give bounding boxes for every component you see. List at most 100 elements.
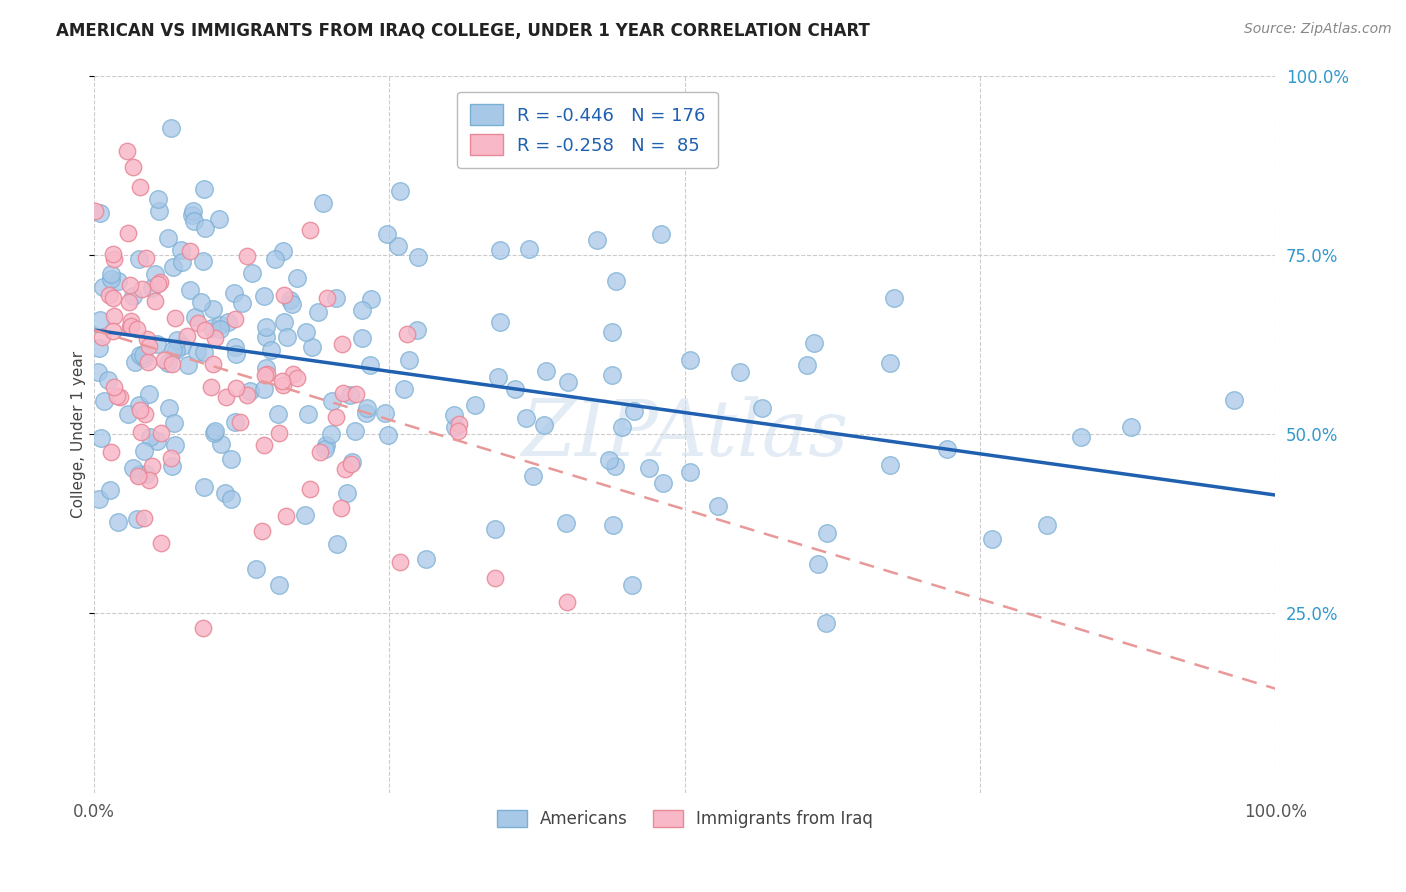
Point (375, 227, 398, 241)
Point (612, 419, 634, 434)
Point (127, 469, 149, 483)
Point (121, 288, 143, 302)
Point (118, 278, 141, 293)
Point (204, 331, 226, 345)
Point (803, 335, 825, 350)
Point (879, 356, 901, 370)
Point (128, 403, 150, 417)
Point (157, 401, 180, 415)
Point (1070, 430, 1092, 444)
Point (728, 365, 751, 379)
Point (103, 247, 125, 261)
Point (146, 336, 169, 351)
Point (339, 387, 361, 401)
Point (204, 424, 226, 438)
Point (128, 348, 150, 362)
Point (90, 431, 112, 445)
Point (254, 320, 277, 334)
Point (332, 385, 354, 400)
Point (124, 355, 146, 369)
Point (170, 339, 193, 353)
Point (190, 295, 212, 310)
Point (260, 343, 283, 357)
Point (273, 315, 295, 329)
Point (162, 343, 184, 358)
Point (163, 311, 186, 326)
Point (598, 453, 620, 467)
Point (183, 310, 205, 324)
Point (443, 408, 465, 422)
Point (170, 244, 193, 258)
Point (273, 288, 295, 302)
Point (97, 373, 120, 387)
Text: AMERICAN VS IMMIGRANTS FROM IRAQ COLLEGE, UNDER 1 YEAR CORRELATION CHART: AMERICAN VS IMMIGRANTS FROM IRAQ COLLEGE… (56, 22, 870, 40)
Point (143, 267, 166, 281)
Point (252, 288, 274, 302)
Point (340, 457, 363, 471)
Point (101, 291, 124, 305)
Point (651, 476, 673, 491)
Point (152, 353, 174, 368)
Point (98, 483, 121, 498)
Point (325, 291, 347, 305)
Point (121, 460, 143, 475)
Point (489, 315, 512, 329)
Point (287, 371, 309, 385)
Point (107, 515, 129, 529)
Point (87, 492, 110, 507)
Point (148, 203, 170, 218)
Point (135, 467, 157, 481)
Point (115, 145, 138, 159)
Point (239, 384, 262, 398)
Point (100, 272, 122, 286)
Point (602, 368, 624, 382)
Point (406, 250, 429, 264)
Point (120, 314, 142, 328)
Point (128, 467, 150, 481)
Point (231, 295, 253, 310)
Point (301, 340, 323, 354)
Point (312, 196, 335, 211)
Point (254, 360, 277, 375)
Point (129, 425, 152, 440)
Point (128, 252, 150, 267)
Point (267, 425, 290, 440)
Point (191, 621, 214, 635)
Point (271, 374, 294, 388)
Point (314, 442, 336, 456)
Point (166, 333, 188, 347)
Point (219, 491, 242, 506)
Point (815, 525, 838, 540)
Point (208, 212, 231, 227)
Point (1121, 420, 1143, 434)
Point (127, 512, 149, 526)
Point (269, 578, 291, 592)
Point (340, 454, 363, 468)
Point (489, 244, 512, 258)
Point (181, 208, 204, 222)
Point (138, 338, 160, 352)
Point (224, 340, 246, 354)
Point (117, 295, 139, 310)
Point (276, 330, 298, 344)
Point (89, 341, 111, 355)
Point (201, 320, 224, 334)
Point (326, 537, 349, 551)
Point (84, 204, 107, 219)
Point (143, 293, 166, 308)
Point (335, 462, 357, 476)
Point (135, 251, 157, 265)
Point (392, 382, 415, 396)
Point (229, 415, 252, 429)
Point (283, 367, 305, 381)
Point (285, 271, 308, 285)
Point (91, 279, 114, 293)
Text: ZIPAtlas: ZIPAtlas (522, 396, 848, 472)
Point (377, 428, 399, 442)
Point (214, 485, 236, 500)
Point (253, 437, 276, 451)
Point (117, 407, 139, 421)
Point (252, 524, 274, 538)
Point (146, 434, 169, 449)
Point (406, 323, 429, 337)
